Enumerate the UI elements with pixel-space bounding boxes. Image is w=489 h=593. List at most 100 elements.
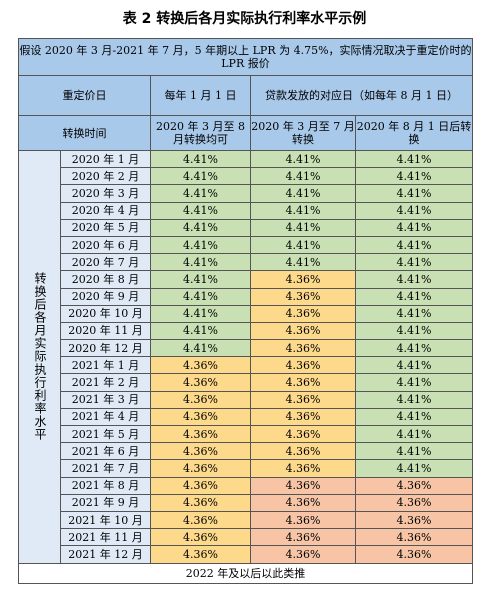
month-cell: 2021 年 7 月 (60, 459, 151, 478)
row: 2021 年 1 月 4.36% 4.36% 4.41% (19, 356, 473, 375)
rate-cell: 4.36% (150, 407, 251, 427)
month-cell: 2020 年 8 月 (60, 270, 151, 289)
rate-cell: 4.36% (250, 304, 356, 323)
rate-cell: 4.41% (355, 407, 473, 427)
row: 2020 年 7 月 4.41% 4.41% 4.41% (19, 253, 473, 272)
rate-cell: 4.41% (355, 201, 473, 220)
month-cell: 2020 年 6 月 (60, 235, 151, 255)
rate-cell: 4.41% (250, 149, 356, 169)
rate-cell: 4.41% (355, 373, 473, 392)
rate-cell: 4.36% (355, 528, 473, 547)
row: 2020 年 3 月 4.41% 4.41% 4.41% (19, 184, 473, 203)
rate-cell: 4.36% (250, 356, 356, 375)
month-cell: 2020 年 11 月 (60, 321, 151, 341)
rate-cell: 4.36% (250, 321, 356, 341)
rate-cell: 4.36% (250, 528, 356, 547)
month-cell: 2020 年 4 月 (60, 201, 151, 220)
rate-cell: 4.36% (355, 545, 473, 564)
month-cell: 2021 年 10 月 (60, 510, 151, 530)
rate-cell: 4.36% (150, 424, 251, 444)
row: 2021 年 3 月 4.36% 4.36% 4.41% (19, 390, 473, 409)
row: 2020 年 12 月 4.41% 4.36% 4.41% (19, 339, 473, 358)
row: 2021 年 5 月 4.36% 4.36% 4.41% (19, 424, 473, 444)
row: 转换后各月实际执行利率水平 2020 年 1 月 4.41% 4.41% 4.41% (18, 149, 473, 564)
month-cell: 2021 年 4 月 (60, 407, 151, 427)
rate-cell: 4.36% (150, 442, 251, 461)
rate-cell: 4.36% (250, 424, 356, 444)
month-cell: 2021 年 5 月 (60, 424, 151, 444)
rate-cell: 4.36% (250, 476, 356, 495)
month-cell: 2020 年 5 月 (60, 218, 151, 237)
row: 2021 年 2 月 4.36% 4.36% 4.41% (19, 373, 473, 392)
rate-cell: 4.36% (355, 510, 473, 530)
rate-cell: 4.41% (355, 287, 473, 306)
row: 2021 年 8 月 4.36% 4.36% 4.36% (19, 476, 473, 495)
header-cell: 重定价日 (18, 75, 151, 116)
rate-cell: 4.41% (150, 339, 251, 358)
month-cell: 2020 年 1 月 (60, 149, 151, 169)
rate-cell: 4.41% (150, 253, 251, 272)
row: 2020 年 5 月 4.41% 4.41% 4.41% (19, 218, 473, 237)
rate-cell: 4.36% (150, 476, 251, 495)
rate-cell: 4.36% (250, 339, 356, 358)
rate-cell: 4.36% (150, 459, 251, 478)
month-cell: 2020 年 3 月 (60, 184, 151, 203)
rate-cell: 4.41% (250, 167, 356, 186)
row: 2021 年 7 月 4.36% 4.36% 4.41% (19, 459, 473, 478)
month-cell: 2020 年 10 月 (60, 304, 151, 323)
row: 2021 年 12 月 4.36% 4.36% 4.36% (19, 545, 473, 564)
rate-cell: 4.36% (250, 373, 356, 392)
rate-cell: 4.36% (355, 476, 473, 495)
row: 2021 年 9 月 4.36% 4.36% 4.36% (19, 493, 473, 512)
header-cell: 贷款发放的对应日（如每年 8 月 1 日） (250, 75, 473, 116)
rate-cell: 4.41% (250, 201, 356, 220)
month-cell: 2020 年 7 月 (60, 253, 151, 272)
footer: 2022 年及以后以此类推 (18, 562, 473, 584)
note: 假设 2020 年 3 月-2021 年 7 月，5 年期以上 LPR 为 4.… (18, 38, 473, 76)
month-cell: 2021 年 1 月 (60, 356, 151, 375)
rate-cell: 4.41% (150, 321, 251, 341)
row: 2022 年及以后以此类推 (18, 562, 473, 584)
month-cell: 2021 年 9 月 (60, 493, 151, 512)
rate-cell: 4.41% (250, 184, 356, 203)
rate-cell: 4.41% (355, 270, 473, 289)
rate-cell: 4.41% (250, 218, 356, 237)
rate-cell: 4.36% (150, 528, 251, 547)
month-cell: 2020 年 9 月 (60, 287, 151, 306)
row: 2020 年 8 月 4.41% 4.36% 4.41% (19, 270, 473, 289)
rate-cell: 4.36% (250, 510, 356, 530)
rate-cell: 4.36% (150, 390, 251, 409)
row: 2020 年 11 月 4.41% 4.36% 4.41% (19, 321, 473, 341)
rate-cell: 4.41% (355, 304, 473, 323)
month-cell: 2021 年 3 月 (60, 390, 151, 409)
month-cell: 2021 年 12 月 (60, 545, 151, 564)
rate-cell: 4.41% (150, 235, 251, 255)
rate-cell: 4.41% (355, 356, 473, 375)
rate-cell: 4.36% (250, 442, 356, 461)
header-cell: 2020 年 3 月至 7 月转换 (250, 115, 356, 151)
month-cell: 2021 年 6 月 (60, 442, 151, 461)
table-body: 假设 2020 年 3 月-2021 年 7 月，5 年期以上 LPR 为 4.… (18, 38, 473, 584)
rate-cell: 4.41% (355, 167, 473, 186)
rate-cell: 4.36% (250, 270, 356, 289)
rate-cell: 4.41% (355, 321, 473, 341)
rate-cell: 4.41% (250, 253, 356, 272)
rate-cell: 4.41% (355, 235, 473, 255)
rate-cell: 4.36% (150, 373, 251, 392)
header-cell: 2020 年 3 月至 8 月转换均可 (150, 115, 251, 151)
rate-cell: 4.36% (250, 493, 356, 512)
rate-cell: 4.41% (150, 270, 251, 289)
rate-cell: 4.36% (150, 493, 251, 512)
rate-cell: 4.36% (150, 510, 251, 530)
row: 2020 年 10 月 4.41% 4.36% 4.41% (19, 304, 473, 323)
rate-cell: 4.41% (355, 149, 473, 169)
rate-cell: 4.41% (355, 253, 473, 272)
month-cell: 2021 年 2 月 (60, 373, 151, 392)
header-cell: 2020 年 8 月 1 日后转换 (355, 115, 473, 151)
month-cell: 2020 年 12 月 (60, 339, 151, 358)
rate-table: 假设 2020 年 3 月-2021 年 7 月，5 年期以上 LPR 为 4.… (18, 38, 473, 584)
month-cell: 2020 年 2 月 (60, 167, 151, 186)
rate-cell: 4.36% (250, 287, 356, 306)
rate-cell: 4.41% (150, 201, 251, 220)
rate-cell: 4.41% (355, 459, 473, 478)
